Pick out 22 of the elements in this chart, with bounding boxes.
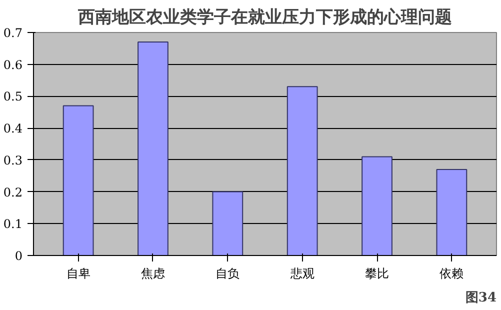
y-tick-label: 0	[14, 249, 23, 263]
x-tick-label: 依赖	[440, 266, 464, 280]
bar	[212, 191, 244, 256]
y-tick-label: 0.1	[3, 217, 23, 232]
y-tick-label: 0.3	[3, 153, 23, 168]
y-tick-label: 0.7	[3, 26, 23, 40]
x-tick-label: 焦虑	[140, 266, 165, 280]
bar	[362, 156, 392, 256]
x-tick-label: 自负	[216, 266, 240, 280]
y-tick-label: 0.2	[3, 185, 23, 200]
caption: 图34	[465, 290, 497, 306]
y-tick-label: 0.6	[3, 58, 23, 72]
y-tick-label: 0.4	[3, 122, 23, 136]
x-tick-label: 悲观	[289, 266, 314, 280]
bar	[436, 168, 468, 256]
bar	[138, 42, 168, 256]
bar	[62, 105, 94, 256]
x-tick-label: 攀比	[365, 266, 390, 280]
y-tick-label: 0.5	[3, 90, 23, 104]
bar	[286, 86, 318, 256]
x-tick-label: 自卑	[66, 266, 90, 280]
chart-title: 西南地区农业类学子在就业压力下形成的心理问题	[77, 8, 452, 28]
